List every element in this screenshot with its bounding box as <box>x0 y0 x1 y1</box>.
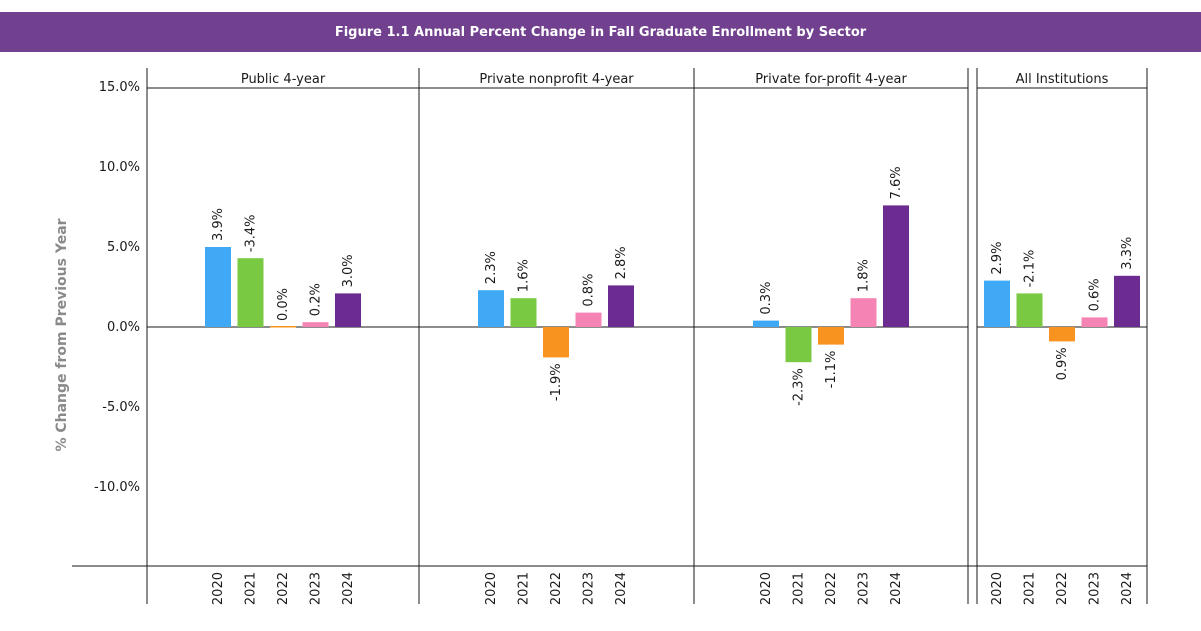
data-label: 3.0% <box>341 254 356 287</box>
data-label: -2.1% <box>1023 250 1038 288</box>
data-label: 0.8% <box>582 274 597 307</box>
x-tick-label: 2023 <box>1088 572 1103 605</box>
bar <box>270 326 296 328</box>
data-label: 0.6% <box>1088 278 1103 311</box>
bar <box>478 290 504 327</box>
panel-title: All Institutions <box>1016 72 1109 87</box>
x-tick-label: 2024 <box>1120 572 1135 605</box>
bar <box>1114 275 1140 327</box>
y-tick-label: 15.0% <box>99 80 140 95</box>
panel-title: Public 4-year <box>241 72 326 87</box>
y-tick-label: 0.0% <box>107 320 140 335</box>
data-label: -2.3% <box>792 368 807 406</box>
x-tick-label: 2020 <box>759 572 774 605</box>
panel-title: Private nonprofit 4-year <box>479 72 634 87</box>
data-label: -3.4% <box>244 214 259 252</box>
data-label: 3.9% <box>211 208 226 241</box>
bar <box>984 280 1010 327</box>
x-tick-label: 2022 <box>824 572 839 605</box>
x-tick-label: 2021 <box>1023 572 1038 605</box>
data-label: 2.9% <box>990 242 1005 275</box>
y-tick-label: -10.0% <box>94 480 140 495</box>
data-label: 0.3% <box>759 282 774 315</box>
bar <box>237 258 264 327</box>
y-tick-label: 5.0% <box>107 240 140 255</box>
bar <box>302 322 329 327</box>
x-tick-label: 2024 <box>341 572 356 605</box>
x-tick-label: 2024 <box>614 572 629 605</box>
data-label: 1.8% <box>857 259 872 292</box>
bar <box>575 312 602 327</box>
data-label: 7.6% <box>889 166 904 199</box>
bar <box>1081 317 1108 327</box>
data-label: 1.6% <box>517 259 532 292</box>
y-tick-label: 10.0% <box>99 160 140 175</box>
data-label: 0.9% <box>1055 347 1070 380</box>
data-label: 2.3% <box>484 251 499 284</box>
bar <box>753 320 779 327</box>
bar <box>510 298 537 327</box>
data-label: 0.0% <box>276 288 291 321</box>
data-label: -1.1% <box>824 351 839 389</box>
bar <box>785 327 812 363</box>
x-tick-label: 2024 <box>889 572 904 605</box>
figure-title: Figure 1.1 Annual Percent Change in Fall… <box>0 12 1201 52</box>
x-tick-label: 2020 <box>484 572 499 605</box>
data-label: 0.2% <box>309 283 324 316</box>
x-tick-label: 2022 <box>549 572 564 605</box>
x-tick-label: 2020 <box>990 572 1005 605</box>
bar <box>205 247 231 327</box>
x-tick-label: 2023 <box>857 572 872 605</box>
data-label: -1.9% <box>549 363 564 401</box>
bar <box>1049 327 1075 342</box>
x-tick-label: 2022 <box>1055 572 1070 605</box>
x-tick-label: 2020 <box>211 572 226 605</box>
x-tick-label: 2021 <box>517 572 532 605</box>
bar <box>608 285 634 327</box>
data-label: 3.3% <box>1120 237 1135 270</box>
bar <box>543 327 569 358</box>
x-tick-label: 2023 <box>582 572 597 605</box>
bar <box>1016 293 1043 327</box>
panel-title: Private for-profit 4-year <box>755 72 907 87</box>
bar <box>850 298 877 327</box>
x-tick-label: 2022 <box>276 572 291 605</box>
bar <box>335 293 361 327</box>
y-tick-label: -5.0% <box>102 400 140 415</box>
y-axis-title: % Change from Previous Year <box>54 218 70 451</box>
x-tick-label: 2021 <box>244 572 259 605</box>
bar <box>883 205 909 327</box>
x-tick-label: 2023 <box>309 572 324 605</box>
bar <box>818 327 844 345</box>
data-label: 2.8% <box>614 246 629 279</box>
x-tick-label: 2021 <box>792 572 807 605</box>
